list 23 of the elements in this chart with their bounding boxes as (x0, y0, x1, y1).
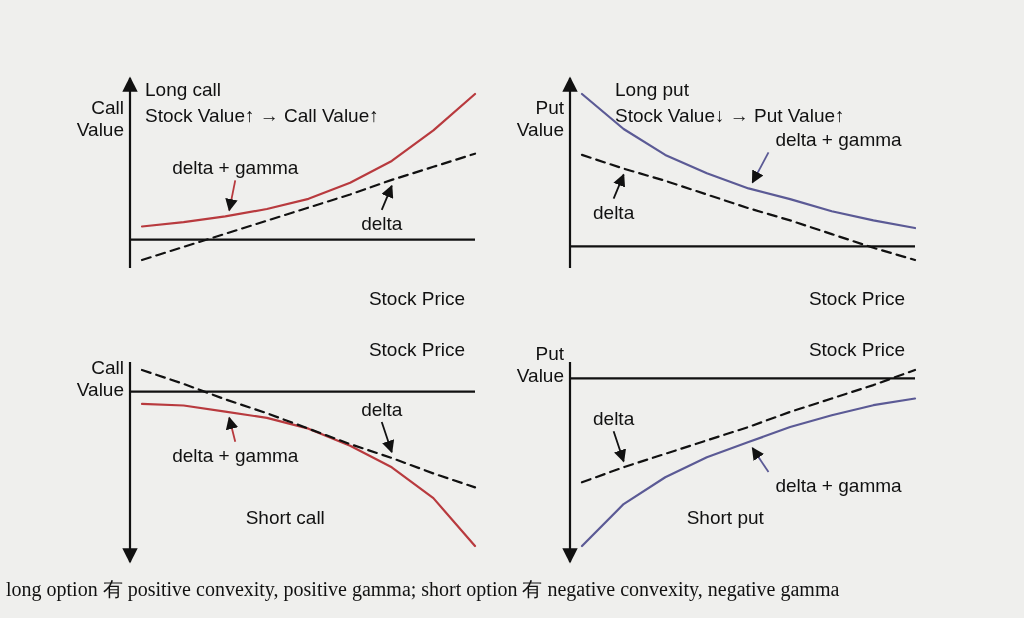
series-label: delta + gamma (172, 157, 299, 179)
chart-title: Long call (145, 79, 222, 100)
x-axis-title: Stock Price (368, 288, 465, 309)
x-axis-title: Stock Price (808, 288, 905, 309)
chart-title: Long put (615, 79, 690, 100)
y-axis-title: Call Value (76, 356, 124, 400)
legend-label: delta + gamma (172, 444, 299, 466)
y-axis-title: Put Value (516, 343, 565, 387)
x-axis-title: Stock Price (808, 339, 905, 360)
text: Short put (686, 507, 765, 528)
series-label: delta (593, 408, 635, 430)
x-axis-title: Stock Price (368, 339, 465, 360)
text: Stock Value↑ → Call Value↑ (145, 105, 379, 126)
y-axis-title: Call Value (76, 97, 124, 140)
legend-label: delta (361, 212, 403, 234)
text: Short call (245, 507, 325, 528)
y-axis-title: Put Value (516, 97, 565, 140)
legend-label: delta (593, 201, 635, 223)
text: delta + gamma (775, 129, 903, 151)
text: Stock Value↓ → Put Value↑ (615, 105, 845, 126)
text: long option 有 positive convexity, positive gamma; short option 有 negative convexity, negative gamma (6, 578, 840, 601)
series-label: delta (361, 399, 403, 420)
legend-label: delta + gamma (775, 475, 903, 497)
